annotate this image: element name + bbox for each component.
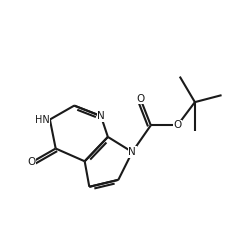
Text: O: O: [173, 120, 181, 130]
Text: N: N: [128, 147, 136, 157]
Text: O: O: [27, 157, 35, 168]
Text: N: N: [97, 111, 104, 121]
Text: HN: HN: [35, 115, 50, 124]
Text: O: O: [136, 94, 144, 104]
